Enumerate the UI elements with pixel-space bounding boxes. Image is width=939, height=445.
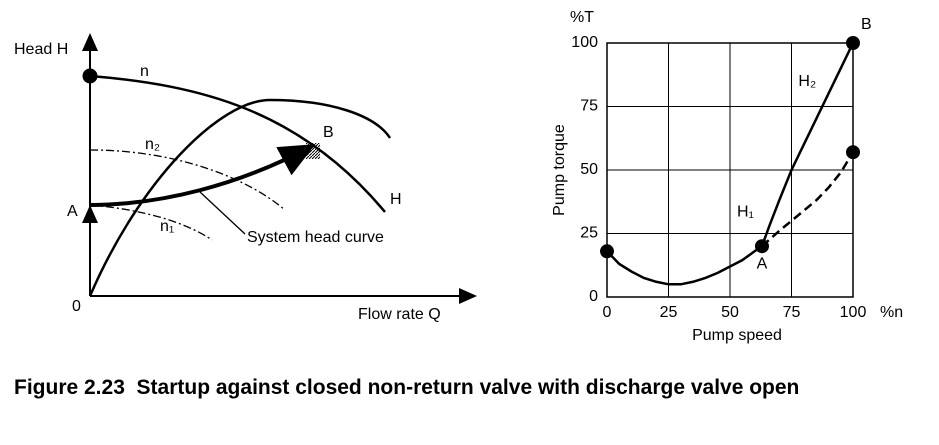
label: n₁ bbox=[160, 218, 174, 235]
curve bbox=[761, 151, 855, 248]
y-tick-label: 0 bbox=[589, 288, 598, 305]
series-label: H₂ bbox=[798, 73, 816, 90]
label: A bbox=[67, 203, 78, 220]
curve bbox=[606, 245, 763, 286]
series-label: H₁ bbox=[737, 203, 754, 220]
label: n bbox=[140, 63, 149, 80]
x-unit: %n bbox=[880, 304, 903, 321]
pump-curve-n1 bbox=[89, 204, 213, 241]
y-label: Head H bbox=[14, 41, 68, 58]
x-tick-label: 50 bbox=[721, 304, 739, 321]
x-tick-label: 25 bbox=[660, 304, 678, 321]
label: n₂ bbox=[145, 136, 160, 153]
left-diagram bbox=[82, 33, 477, 304]
x-label: Flow rate Q bbox=[358, 306, 441, 323]
annotation: A bbox=[757, 255, 768, 272]
marker bbox=[754, 239, 769, 254]
x-tick-label: 0 bbox=[603, 304, 612, 321]
leader bbox=[199, 191, 246, 235]
system-head-curve bbox=[89, 144, 316, 207]
x-tick-label: 100 bbox=[840, 304, 867, 321]
label: B bbox=[323, 124, 334, 141]
figure: Head H Flow rate Q 0 n n₂ n₁ B H A Syste… bbox=[14, 9, 903, 344]
origin: 0 bbox=[72, 298, 81, 315]
pump-curve-n2 bbox=[89, 149, 286, 211]
y-axis-title: Pump torque bbox=[551, 124, 568, 216]
marker bbox=[846, 145, 860, 160]
x-tick-label: 75 bbox=[783, 304, 801, 321]
pump-curve-n bbox=[89, 74, 386, 213]
parabola-curve bbox=[88, 98, 392, 297]
y-tick-label: 50 bbox=[580, 161, 598, 178]
label: H bbox=[390, 191, 402, 208]
hatch bbox=[306, 143, 320, 159]
annotation: B bbox=[861, 16, 872, 33]
y-tick-label: 25 bbox=[580, 225, 598, 242]
caption: Figure 2.23 Startup against closed non-r… bbox=[14, 376, 800, 399]
y-unit: %T bbox=[570, 9, 594, 26]
point bbox=[82, 68, 98, 84]
label: System head curve bbox=[247, 229, 384, 246]
x-axis-title: Pump speed bbox=[692, 327, 782, 344]
y-tick-label: 75 bbox=[580, 98, 598, 115]
marker bbox=[600, 244, 614, 259]
curve bbox=[760, 42, 855, 247]
marker bbox=[846, 36, 860, 50]
y-tick-label: 100 bbox=[571, 34, 598, 51]
